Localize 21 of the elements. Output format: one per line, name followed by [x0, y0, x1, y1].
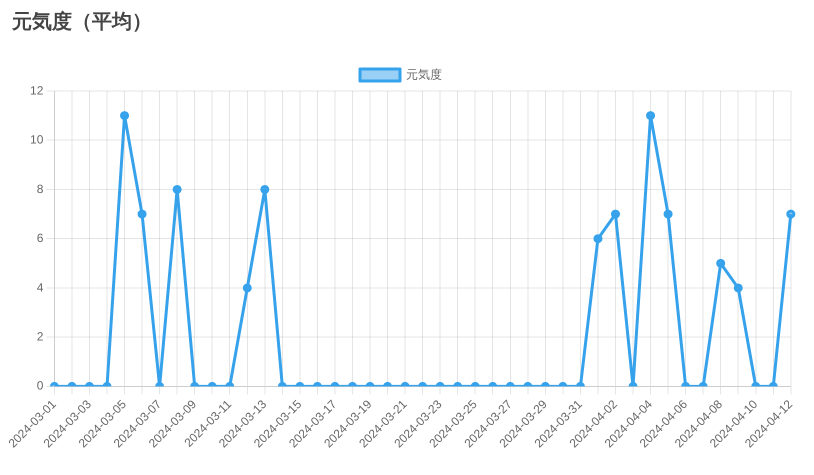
- y-tick-label: 2: [36, 329, 44, 344]
- y-tick-label: 0: [36, 378, 44, 393]
- point: [593, 234, 602, 244]
- point: [260, 184, 270, 194]
- y-tick-label: 12: [30, 83, 44, 98]
- y-tick-label: 10: [30, 132, 44, 147]
- y-tick-label: 4: [36, 280, 44, 294]
- point: [646, 111, 656, 120]
- point: [242, 283, 252, 292]
- point: [610, 210, 620, 219]
- y-tick-label: 8: [36, 182, 44, 196]
- point: [734, 283, 743, 292]
- point: [786, 210, 796, 219]
- point: [716, 258, 726, 268]
- legend-label: 元気度: [406, 67, 442, 82]
- point: [172, 184, 182, 194]
- y-tick-label: 6: [36, 231, 44, 246]
- chart-title: 元気度（平均）: [12, 8, 153, 35]
- point: [664, 210, 673, 219]
- point: [138, 210, 147, 219]
- point: [120, 111, 130, 120]
